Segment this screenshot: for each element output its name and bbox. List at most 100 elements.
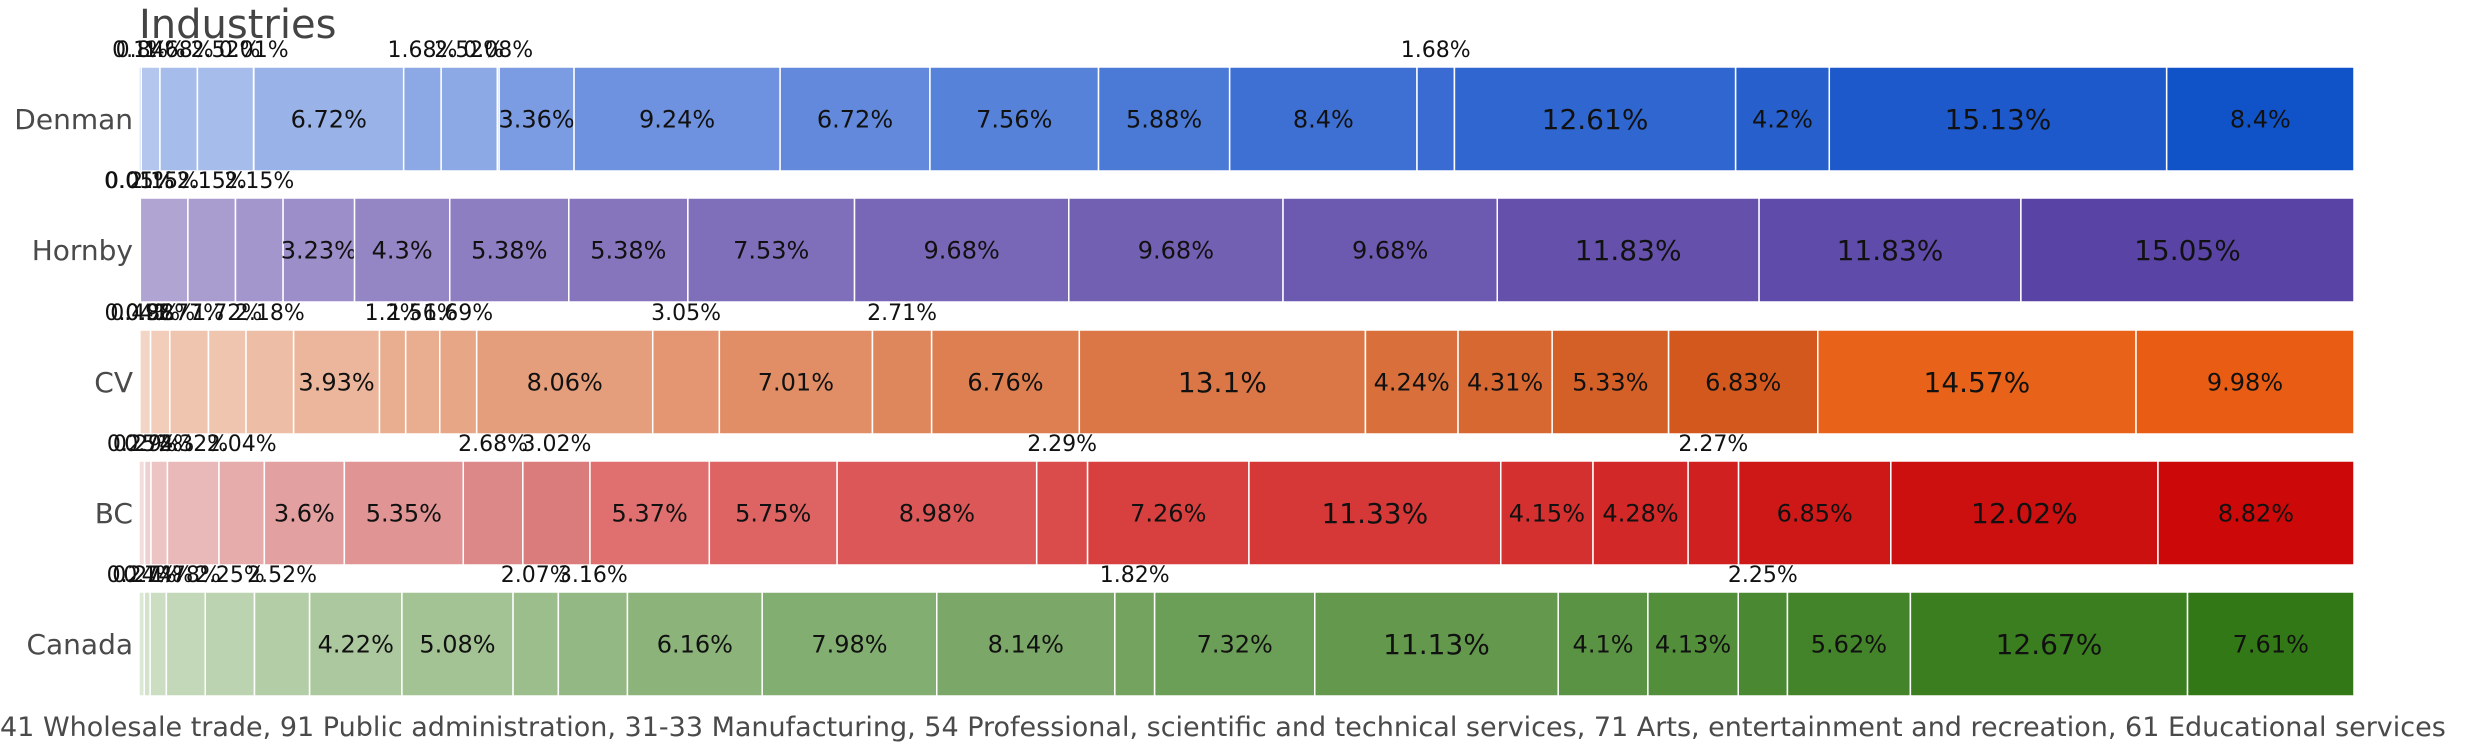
bar-segment <box>138 460 146 566</box>
data-label: 7.26% <box>1130 499 1206 527</box>
bar-segment <box>138 591 145 697</box>
data-label: 4.3% <box>372 236 433 264</box>
data-label: 7.98% <box>811 630 887 658</box>
bar-segment <box>936 591 1116 697</box>
bar-segment <box>1114 591 1156 697</box>
data-label: 5.33% <box>1572 368 1648 396</box>
bar-segment <box>245 329 295 435</box>
bar-segment <box>1453 66 1737 172</box>
bar-segment <box>402 66 442 172</box>
data-label: 2.25% <box>1728 563 1798 588</box>
data-label: 8.4% <box>2230 105 2291 133</box>
data-label: 2.29% <box>1027 432 1097 457</box>
data-label: 5.37% <box>612 499 688 527</box>
bar-segment <box>282 197 356 303</box>
data-label: 4.2% <box>1752 105 1813 133</box>
bar-segment <box>930 329 1081 435</box>
bar-segment <box>626 591 763 697</box>
data-label: 14.57% <box>1924 366 2031 399</box>
data-label: 0.74% <box>123 563 193 588</box>
data-label: 4.15% <box>1509 499 1585 527</box>
data-label: 9.24% <box>639 105 715 133</box>
bar-segment <box>708 460 838 566</box>
bar-segment <box>218 460 266 566</box>
bar-segment <box>1248 460 1502 566</box>
data-label: 2.25% <box>195 563 265 588</box>
data-label: 2.52% <box>191 38 261 63</box>
data-label: 7.61% <box>2233 630 2309 658</box>
bar-segment <box>836 460 1038 566</box>
bar-segment <box>140 66 161 172</box>
data-label: 7.32% <box>1197 630 1273 658</box>
data-label: 2.15% <box>224 169 294 194</box>
bar-segment <box>448 197 570 303</box>
bar-segment <box>2135 329 2355 435</box>
y-tick-label: Hornby <box>32 234 133 267</box>
data-label: 11.33% <box>1321 497 1428 530</box>
data-label: 12.02% <box>1971 497 2078 530</box>
bar-segment <box>1817 329 2137 435</box>
bar-segment <box>166 460 220 566</box>
bar-segment <box>522 460 591 566</box>
data-label: 4.31% <box>1467 368 1543 396</box>
bar-segment <box>687 197 856 303</box>
bar-segment <box>718 329 874 435</box>
data-label: 5.62% <box>1811 630 1887 658</box>
bar-segment <box>253 591 311 697</box>
data-label: 6.72% <box>291 105 367 133</box>
bar-segment <box>207 329 247 435</box>
data-label: 1.2% <box>365 301 421 326</box>
data-label: 0.04% <box>104 301 174 326</box>
bar-segment <box>204 591 256 697</box>
data-label: 9.68% <box>1138 236 1214 264</box>
bar-segment <box>1282 197 1499 303</box>
data-label: 3.36% <box>498 105 574 133</box>
bar-segment <box>573 66 781 172</box>
bar-segment <box>475 329 654 435</box>
data-label: 2.18% <box>235 301 305 326</box>
data-label: 4.24% <box>1374 368 1450 396</box>
data-label: 2.07% <box>501 563 571 588</box>
bar-segment <box>2165 66 2355 172</box>
data-label: 0.88% <box>125 301 195 326</box>
data-label: 5.38% <box>590 236 666 264</box>
bar-segment <box>2157 460 2355 566</box>
bar-segment <box>498 66 575 172</box>
data-label: 3.23% <box>281 236 357 264</box>
data-label: 0.01% <box>104 169 174 194</box>
bar-segment <box>165 591 207 697</box>
y-tick-label: Canada <box>26 628 133 661</box>
data-label: 13.1% <box>1178 366 1267 399</box>
bar-segment <box>871 329 933 435</box>
data-label: 3.16% <box>558 563 628 588</box>
bar-segment <box>139 329 152 435</box>
bar-segment <box>143 460 152 566</box>
bar-segment <box>1890 460 2159 566</box>
bar-segment <box>462 460 524 566</box>
bar-segment <box>1086 460 1250 566</box>
bar-segment <box>1035 460 1089 566</box>
data-label: 3.05% <box>651 301 721 326</box>
data-label: 5.35% <box>366 499 442 527</box>
data-label: 5.08% <box>419 630 495 658</box>
bar-segment <box>2186 591 2355 697</box>
bar-segment <box>1500 460 1594 566</box>
data-label: 0.08% <box>463 38 533 63</box>
bar-segment <box>378 329 407 435</box>
data-label: 6.83% <box>1705 368 1781 396</box>
data-label: 1.68% <box>144 38 214 63</box>
bar-segment <box>1737 591 1789 697</box>
chart-title: Industries <box>139 2 337 48</box>
data-label: 3.93% <box>298 368 374 396</box>
data-label: 7.01% <box>758 368 834 396</box>
data-label: 11.83% <box>1575 234 1682 267</box>
bar-segment <box>1687 460 1740 566</box>
data-label: 0.24% <box>107 563 177 588</box>
bar-segment <box>1737 460 1892 566</box>
data-label: 0.1% <box>112 38 168 63</box>
data-label: 12.61% <box>1542 103 1649 136</box>
data-label: 3.02% <box>521 432 591 457</box>
bar-segment <box>1786 591 1912 697</box>
data-label: 1.78% <box>151 563 221 588</box>
